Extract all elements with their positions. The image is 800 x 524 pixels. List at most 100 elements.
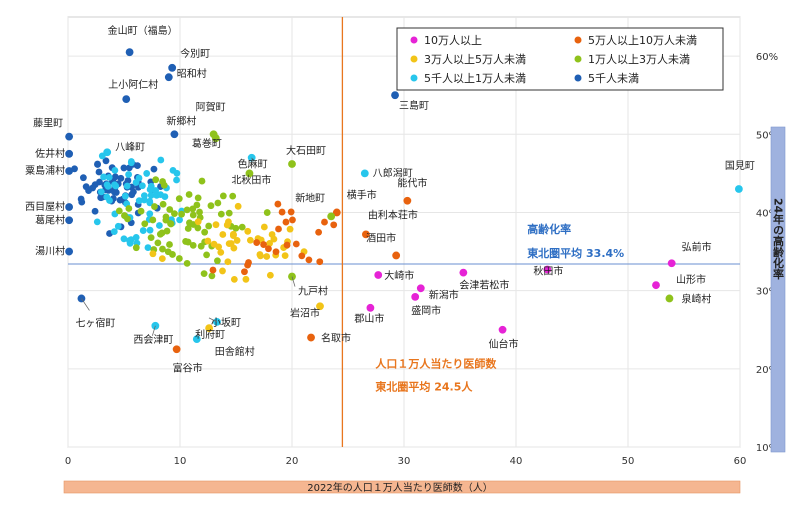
point-label: 北秋田市 bbox=[231, 173, 271, 186]
background-point bbox=[223, 221, 231, 229]
background-point bbox=[144, 244, 152, 251]
point-label: 昭和村 bbox=[177, 67, 207, 80]
point-label: 会津若松市 bbox=[459, 279, 509, 292]
background-point bbox=[176, 216, 183, 224]
background-point bbox=[263, 253, 271, 260]
background-point bbox=[111, 173, 119, 181]
background-point bbox=[138, 182, 146, 190]
background-point bbox=[230, 275, 238, 283]
background-point bbox=[110, 228, 118, 235]
x-tick-label: 60 bbox=[734, 456, 747, 467]
point-label: 盛岡市 bbox=[411, 304, 441, 317]
legend-swatch bbox=[410, 74, 418, 82]
background-point bbox=[219, 231, 227, 238]
point-label: 三島町 bbox=[399, 99, 429, 112]
background-point bbox=[97, 194, 105, 201]
background-point bbox=[93, 218, 101, 226]
background-point bbox=[194, 224, 202, 232]
legend-label: 3万人以上5万人未満 bbox=[424, 53, 526, 66]
background-point bbox=[183, 259, 191, 267]
legend: 10万人以上 5万人以上10万人未満 3万人以上5万人未満 1万人以上3万人未満 5千人… bbox=[396, 27, 724, 91]
point-label: 藤里町 bbox=[33, 118, 63, 130]
point-6 bbox=[211, 134, 220, 143]
background-point bbox=[173, 169, 181, 177]
point-2 bbox=[164, 73, 173, 82]
point-label: 湯川村 bbox=[35, 245, 65, 258]
background-point bbox=[272, 248, 280, 256]
point-39 bbox=[205, 324, 214, 333]
background-point bbox=[125, 164, 133, 172]
background-point bbox=[157, 191, 164, 199]
background-point bbox=[132, 244, 140, 252]
background-point bbox=[183, 206, 191, 214]
background-point bbox=[94, 161, 101, 168]
point-label: 八峰町 bbox=[115, 141, 145, 153]
x-tick-label: 50 bbox=[622, 456, 635, 467]
point-label: 今別町 bbox=[180, 47, 210, 60]
background-point bbox=[146, 210, 154, 218]
leader-line bbox=[151, 325, 156, 336]
y-axis-title: 24年の高齢化率 bbox=[772, 198, 785, 280]
point-29 bbox=[652, 281, 660, 290]
background-point bbox=[238, 223, 246, 231]
background-point bbox=[244, 227, 252, 235]
background-point bbox=[189, 241, 197, 249]
point-label: 秋田市 bbox=[533, 265, 563, 278]
doctors-line-label: 人口１万人当たり医師数 bbox=[375, 356, 497, 370]
background-point bbox=[166, 241, 173, 248]
point-26 bbox=[374, 271, 383, 279]
background-point bbox=[120, 235, 128, 243]
point-22 bbox=[362, 230, 370, 239]
background-point bbox=[116, 196, 124, 204]
background-point bbox=[292, 240, 300, 248]
background-point bbox=[212, 221, 220, 229]
aging-line-value: 東北圏平均 33.4% bbox=[527, 246, 624, 260]
leader-line bbox=[251, 157, 255, 164]
point-label: 色麻町 bbox=[238, 158, 268, 171]
point-label: 名取市 bbox=[321, 332, 351, 345]
x-tick-label: 10 bbox=[174, 456, 187, 467]
leader-line bbox=[81, 298, 90, 311]
background-point bbox=[287, 208, 295, 216]
background-point bbox=[124, 215, 131, 223]
background-point bbox=[105, 173, 113, 181]
point-42 bbox=[192, 335, 201, 344]
background-point bbox=[147, 234, 155, 242]
legend-label: 5千人以上1万人未満 bbox=[424, 72, 526, 85]
background-point bbox=[205, 222, 213, 230]
point-17 bbox=[332, 208, 341, 217]
background-point bbox=[91, 207, 99, 215]
y-tick-label: 40% bbox=[756, 208, 778, 219]
y-tick-label: 10% bbox=[756, 443, 778, 454]
background-point bbox=[189, 211, 197, 219]
background-point bbox=[298, 252, 306, 260]
background-point bbox=[286, 225, 294, 233]
background-point bbox=[158, 255, 166, 263]
point-label: 上小阿仁村 bbox=[108, 78, 158, 91]
background-point bbox=[244, 261, 252, 269]
point-label: 郡山市 bbox=[354, 312, 384, 325]
point-27 bbox=[459, 268, 468, 277]
background-point bbox=[159, 200, 167, 208]
background-point bbox=[321, 218, 328, 226]
point-label: 八郎潟町 bbox=[373, 166, 413, 179]
point-35 bbox=[316, 302, 324, 311]
point-label: 粟島浦村 bbox=[25, 164, 65, 177]
point-28 bbox=[543, 265, 552, 274]
point-label: 富谷市 bbox=[173, 361, 203, 374]
background-point bbox=[175, 255, 183, 262]
legend-swatch bbox=[410, 55, 418, 63]
point-1 bbox=[168, 63, 177, 72]
point-label: 西会津町 bbox=[133, 333, 173, 346]
point-label: 新郷村 bbox=[166, 114, 196, 127]
point-11 bbox=[65, 149, 74, 158]
background-point bbox=[207, 202, 215, 210]
background-point bbox=[219, 267, 226, 275]
x-tick-label: 30 bbox=[398, 456, 411, 467]
legend-label: 1万人以上3万人未満 bbox=[588, 53, 690, 66]
background-point bbox=[253, 239, 261, 246]
background-point bbox=[224, 258, 232, 266]
point-label: 七ヶ宿町 bbox=[75, 316, 115, 329]
